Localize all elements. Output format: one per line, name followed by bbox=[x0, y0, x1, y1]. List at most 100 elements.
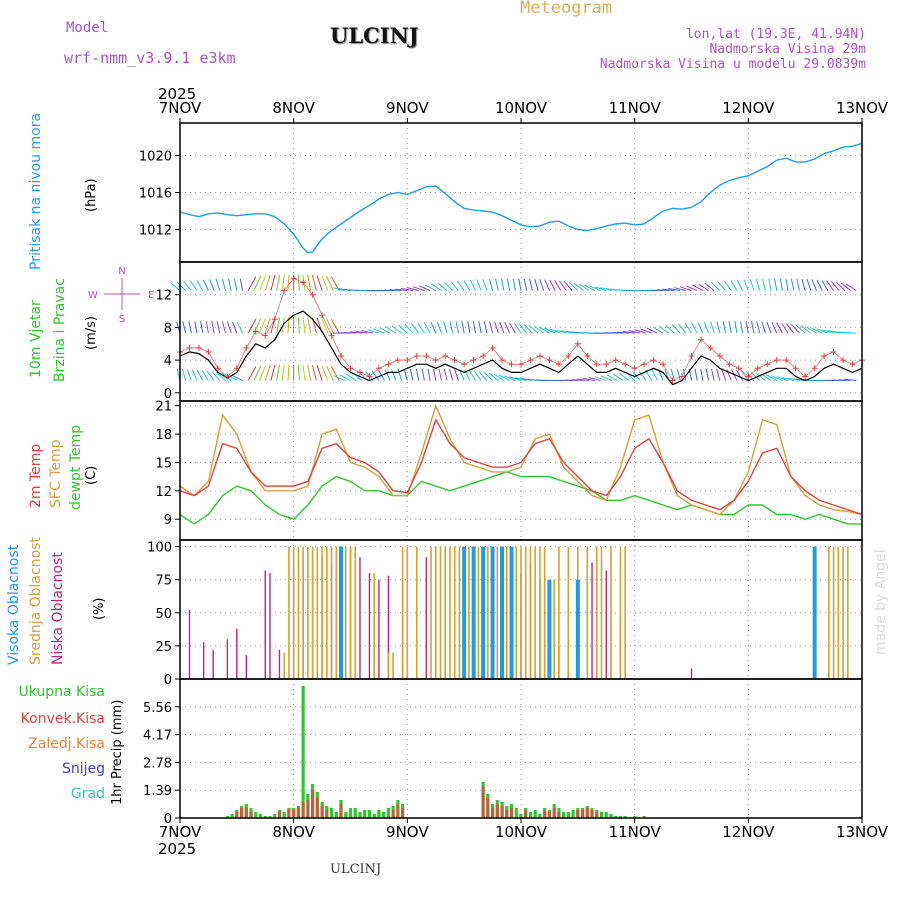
wind-arrow bbox=[652, 326, 664, 334]
wind-arrow bbox=[401, 287, 414, 292]
wind-arrow bbox=[384, 369, 391, 381]
wind-arrow bbox=[326, 275, 334, 291]
precip-conv-bar bbox=[486, 798, 490, 818]
precip-total-bar bbox=[528, 812, 533, 818]
model-elevation-label: Nadmorska Visina u modelu 29.0839m bbox=[599, 57, 866, 72]
wind-arrow bbox=[418, 285, 431, 292]
precip-total-bar bbox=[258, 814, 263, 818]
y-tick-label: 12 bbox=[155, 485, 172, 500]
wind-arrow bbox=[227, 321, 232, 334]
precip-total-bar bbox=[282, 812, 286, 818]
wind-arrow bbox=[662, 288, 675, 292]
wind-arrow bbox=[684, 322, 692, 334]
wind-arrow bbox=[216, 321, 221, 334]
wind-arrow bbox=[196, 369, 204, 381]
wind-arrow bbox=[379, 327, 391, 334]
wind-arrow bbox=[616, 331, 630, 334]
x-tick-top-label: 11NOV bbox=[609, 99, 662, 117]
wind-arrow bbox=[533, 325, 545, 334]
wind-arrow bbox=[577, 378, 590, 382]
wind-arrow bbox=[801, 278, 806, 291]
wind-arrow bbox=[489, 321, 494, 334]
x-tick-top-label: 9NOV bbox=[386, 99, 429, 117]
wind-arrow bbox=[844, 378, 857, 382]
wind-arrow bbox=[756, 278, 761, 291]
wind-arrow bbox=[345, 373, 357, 381]
wind-arrow bbox=[736, 369, 744, 381]
wind-arrow bbox=[691, 322, 698, 334]
wind-arrow bbox=[571, 379, 584, 382]
wind-arrow bbox=[504, 321, 511, 334]
precip-conv-bar bbox=[277, 812, 282, 818]
wind-arrow bbox=[716, 321, 721, 334]
wind-arrow bbox=[762, 278, 766, 291]
precip-total-bar bbox=[571, 810, 575, 818]
wind-arrow bbox=[476, 279, 482, 291]
wind-arrow bbox=[563, 281, 573, 291]
wind-arrow bbox=[253, 318, 262, 334]
precip-conv-bar bbox=[495, 804, 499, 818]
wind-arrow bbox=[270, 364, 276, 381]
wind-arrow bbox=[740, 370, 749, 381]
wind-arrow bbox=[723, 280, 732, 291]
wind-arrow bbox=[281, 364, 285, 381]
precip-conv-bar bbox=[325, 810, 329, 818]
wind-arrow bbox=[694, 368, 698, 381]
compass-w: W bbox=[88, 290, 98, 301]
wind-arrow bbox=[186, 369, 192, 381]
precip-total-bar bbox=[225, 816, 229, 818]
wind-arrow bbox=[326, 318, 334, 334]
precip-conv-bar bbox=[500, 806, 504, 818]
wind-arrow bbox=[361, 330, 374, 334]
wind-arrow bbox=[472, 321, 477, 334]
wind-arrow bbox=[450, 281, 459, 291]
y-tick-label: 4.17 bbox=[143, 729, 172, 744]
wind-arrow bbox=[389, 289, 402, 292]
precip-conv-bar bbox=[320, 806, 324, 818]
precip-conv-bar bbox=[552, 808, 556, 818]
wind-arrow bbox=[332, 287, 345, 292]
station-title: ULCINJ bbox=[330, 23, 419, 48]
wind-arrow bbox=[749, 279, 755, 291]
wind-arrow bbox=[831, 281, 840, 291]
wind-arrow bbox=[838, 379, 851, 382]
wind-arrow bbox=[721, 369, 727, 381]
wind-arrow bbox=[509, 322, 516, 334]
wind-arrow bbox=[549, 328, 561, 334]
y-tick-label: 12 bbox=[155, 289, 172, 304]
wind-arrow bbox=[307, 364, 312, 381]
wind-arrow bbox=[665, 324, 675, 334]
wind-arrow bbox=[514, 377, 527, 382]
wind-arrow bbox=[468, 370, 476, 381]
wind-arrow bbox=[640, 328, 652, 334]
wind-arrow bbox=[534, 278, 539, 291]
gust-line bbox=[179, 278, 863, 381]
wind-arrow bbox=[736, 279, 744, 291]
wind-arrow bbox=[779, 278, 783, 291]
wind-arrow bbox=[181, 368, 187, 381]
wind-arrow bbox=[395, 288, 408, 292]
wind-arrow bbox=[671, 324, 681, 334]
wind-arrow bbox=[205, 321, 209, 334]
precip-total-bar bbox=[377, 810, 381, 818]
wind-arrow bbox=[539, 279, 545, 291]
wind-arrow bbox=[651, 369, 658, 381]
wind-arrow bbox=[397, 369, 403, 381]
wind-arrow bbox=[385, 326, 397, 334]
precip-total-bar bbox=[334, 812, 338, 818]
precip-total-bar bbox=[268, 816, 272, 818]
wind-arrow bbox=[795, 324, 806, 334]
y-tick-label: 21 bbox=[155, 400, 172, 415]
temp2m-line bbox=[179, 418, 863, 516]
wind-arrow bbox=[646, 327, 658, 334]
wind-arrow bbox=[786, 323, 795, 334]
precip-total-bar bbox=[358, 812, 362, 818]
wind-arrow bbox=[461, 321, 465, 334]
wind-arrow bbox=[740, 321, 744, 334]
wind-arrow bbox=[202, 279, 209, 291]
wind-arrow bbox=[743, 279, 749, 291]
wind-arrow bbox=[467, 321, 471, 334]
wind-arrow bbox=[482, 279, 488, 291]
wind-arrow bbox=[518, 278, 522, 291]
wind-arrow bbox=[700, 368, 704, 381]
